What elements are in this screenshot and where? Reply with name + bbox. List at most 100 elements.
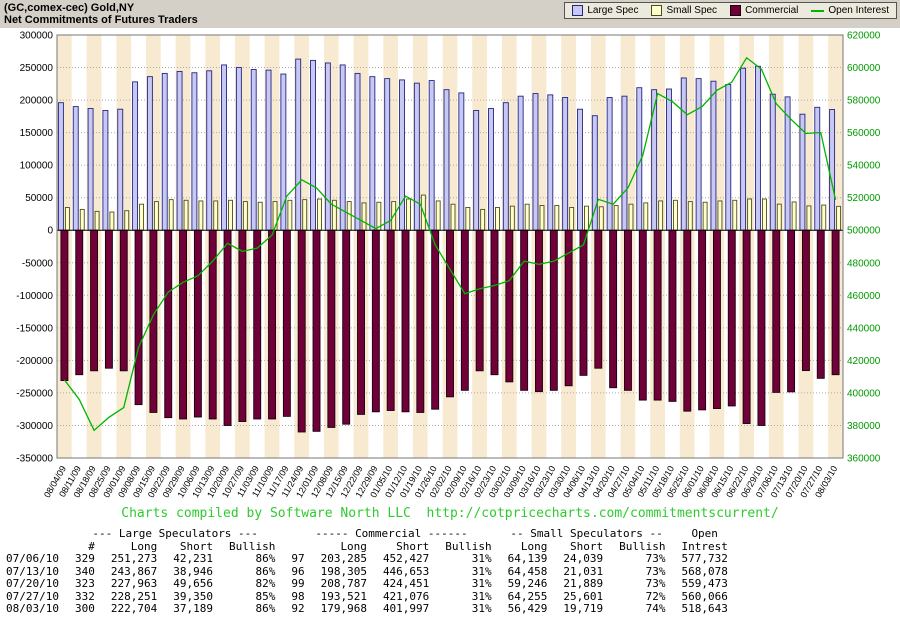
bar-small-spec (687, 201, 693, 231)
bar-commercial (357, 229, 365, 415)
table-column-header: # (88, 539, 95, 553)
bar-commercial (164, 229, 173, 419)
table-cell: 332 (74, 589, 95, 603)
bar-commercial (60, 229, 69, 382)
bar-commercial (386, 229, 395, 411)
table-cell: 323 (74, 577, 95, 590)
bar-commercial (268, 229, 276, 420)
bar-small-spec (539, 205, 545, 231)
table-cell: 38,946 (173, 564, 213, 578)
bar-commercial (193, 229, 202, 418)
bar-small-spec (450, 203, 456, 231)
bar-small-spec (509, 205, 515, 231)
table-cell: 73% (645, 564, 666, 578)
bar-commercial (801, 229, 810, 372)
left-axis-tick-label: -350000 (16, 454, 53, 465)
bar-commercial (490, 229, 499, 376)
table-cell: 251,273 (110, 552, 158, 565)
bar-commercial (297, 229, 306, 433)
table-column-header: Bullish (619, 539, 666, 553)
bar-small-spec (198, 200, 204, 231)
table-row: 07/27/10 332 228,251 39,350 85% 98 193,521 421,… (6, 589, 736, 604)
bar-small-spec (732, 199, 738, 231)
table-cell: 446,653 (382, 564, 430, 578)
bar-large-spec (488, 108, 494, 231)
bar-large-spec (814, 106, 821, 231)
bar-large-spec (146, 76, 153, 231)
table-cell: 73% (645, 552, 666, 565)
bar-commercial (727, 229, 736, 407)
bar-large-spec (769, 93, 776, 231)
bar-commercial (653, 229, 662, 401)
bar-commercial (475, 229, 484, 372)
bar-commercial (119, 229, 128, 372)
table-cell: 25,601 (563, 589, 604, 603)
bar-small-spec (524, 203, 530, 231)
right-axis-tick-label: 440000 (847, 323, 881, 334)
bar-large-spec (547, 94, 554, 231)
bar-large-spec (161, 72, 168, 231)
table-cell: 24,039 (563, 552, 604, 565)
table-group-header: -- Small Speculators -- (510, 527, 663, 540)
bar-commercial (104, 229, 113, 369)
right-axis-tick-label: 400000 (847, 388, 881, 399)
bar-commercial (535, 229, 543, 393)
table-cell: 203,285 (320, 552, 367, 565)
bar-large-spec (265, 69, 272, 231)
chart-title: (GC,comex-cec) Gold,NY (4, 2, 135, 14)
bar-large-spec (354, 72, 361, 231)
table-cell: 31% (471, 589, 492, 603)
bar-large-spec (725, 84, 732, 231)
bar-commercial (312, 229, 321, 432)
bar-commercial (223, 229, 232, 426)
table-group-header (6, 528, 67, 541)
right-axis-tick-label: 520000 (847, 193, 881, 204)
right-axis-tick-label: 380000 (847, 421, 881, 432)
bar-small-spec (643, 202, 649, 231)
right-axis-tick-label: 360000 (847, 454, 881, 465)
table-cell: 59,246 (507, 577, 548, 590)
left-axis-tick-label: 100000 (20, 161, 54, 172)
bar-small-spec (747, 198, 753, 231)
bar-small-spec (628, 203, 634, 231)
left-axis-tick-label: -300000 (16, 421, 53, 432)
cot-data-table: --- Large Speculators --- ----- Commercia… (6, 527, 736, 616)
bar-commercial (772, 229, 781, 393)
left-axis-tick-label: 50000 (25, 193, 53, 204)
table-cell: 421,076 (382, 589, 430, 603)
bar-large-spec (754, 65, 761, 231)
bar-small-spec (287, 199, 293, 231)
bar-large-spec (132, 81, 139, 231)
bar-large-spec (710, 80, 717, 231)
left-axis-tick-label: 300000 (20, 31, 54, 42)
legend-label: Large Spec (587, 5, 639, 16)
table-row: 07/13/10 340 243,867 38,946 86% 96 198,305 446,… (6, 564, 736, 579)
right-axis-tick-label: 620000 (847, 31, 881, 42)
bar-small-spec (480, 208, 486, 231)
table-group-header: --- Large Speculators --- (92, 527, 258, 540)
bar-small-spec (153, 201, 159, 231)
bar-small-spec (168, 199, 174, 231)
bar-large-spec (72, 106, 79, 231)
bar-small-spec (791, 201, 797, 231)
bar-large-spec (517, 95, 524, 231)
bar-large-spec (666, 88, 672, 231)
right-axis-tick-label: 500000 (847, 226, 881, 237)
bar-small-spec (109, 211, 115, 231)
table-column-header: Short (179, 539, 213, 553)
table-cell: 56,429 (507, 602, 548, 615)
bar-large-spec (176, 70, 183, 231)
left-axis-tick-label: -250000 (16, 388, 53, 399)
table-cell: 559,473 (681, 577, 728, 590)
table-column-header: Bullish (445, 539, 492, 553)
bar-large-spec (117, 108, 124, 231)
table-column-header: Short (570, 539, 604, 553)
bar-commercial (609, 229, 618, 389)
bar-large-spec (399, 79, 405, 231)
left-axis-tick-label: 150000 (20, 128, 54, 139)
table-cell: 329 (74, 552, 95, 565)
header-strip: (GC,comex-cec) Gold,NY Net Commitments o… (0, 0, 900, 28)
table-cell: 31% (471, 552, 492, 565)
left-axis-tick-label: -150000 (16, 323, 53, 334)
bar-commercial (698, 229, 707, 411)
